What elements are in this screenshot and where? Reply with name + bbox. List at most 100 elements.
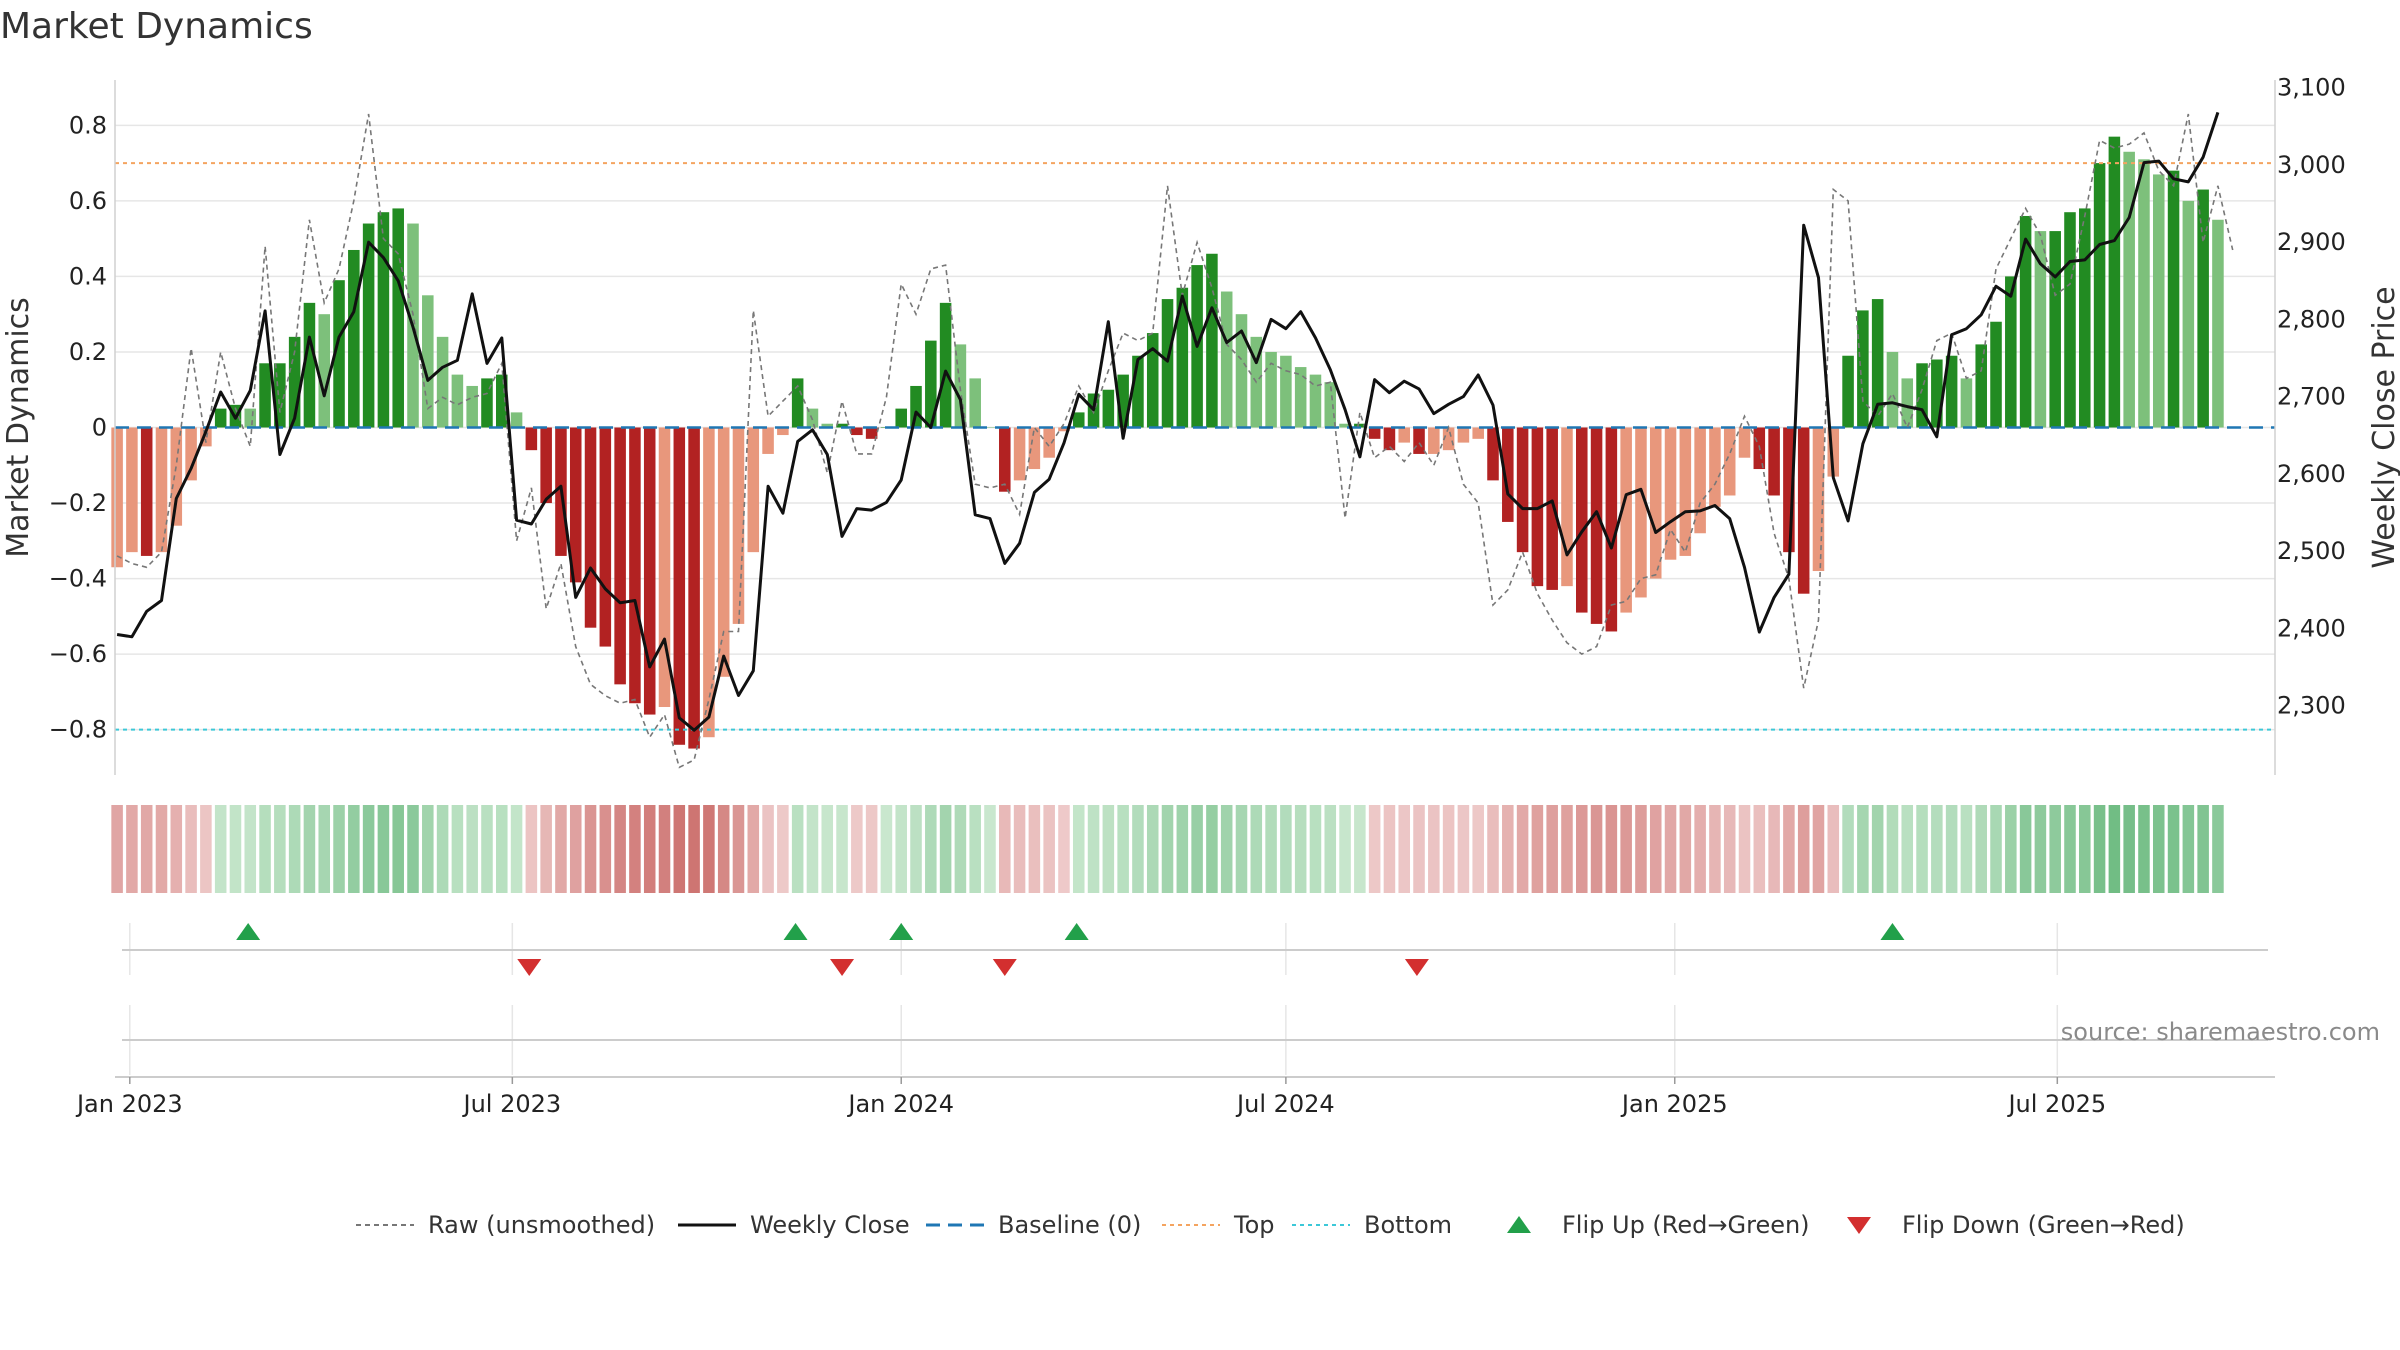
heat-cell <box>1102 805 1115 893</box>
heat-cell <box>673 805 686 893</box>
heat-cell <box>629 805 641 893</box>
dynamics-bar <box>244 408 257 428</box>
dynamics-bar <box>185 427 197 481</box>
heat-cell <box>1635 805 1647 893</box>
heat-cell <box>1043 805 1055 893</box>
dynamics-bar <box>348 249 360 428</box>
dynamics-bar <box>1457 427 1470 443</box>
dynamics-bar <box>1812 427 1825 572</box>
dynamics-bar <box>1368 427 1381 439</box>
heat-cell <box>599 805 612 893</box>
heat-cell <box>392 805 404 893</box>
y-tick-label: 0.6 <box>69 187 107 215</box>
dynamics-bar <box>673 427 686 745</box>
heat-cell <box>436 805 449 893</box>
dynamics-bar <box>1280 355 1292 428</box>
heat-cell <box>170 805 183 893</box>
heat-cell <box>1206 805 1218 893</box>
heat-cell <box>422 805 434 893</box>
heat-cell <box>1768 805 1780 893</box>
y-tick-label: −0.2 <box>49 489 107 517</box>
dynamics-bar <box>1354 423 1366 428</box>
heat-cell <box>1132 805 1144 893</box>
dynamics-bar <box>2034 231 2047 428</box>
heat-cell <box>1561 805 1573 893</box>
heat-cell <box>2108 805 2121 893</box>
heat-cell <box>1857 805 1869 893</box>
heat-cell <box>1531 805 1544 893</box>
dynamics-bar <box>2019 215 2032 428</box>
heat-cell <box>540 805 552 893</box>
dynamics-bar <box>1413 427 1425 454</box>
dynamics-bar <box>1117 374 1129 428</box>
heat-cell <box>851 805 863 893</box>
heat-cell <box>1220 805 1233 893</box>
dynamics-bar <box>836 423 848 428</box>
dynamics-bar <box>2064 212 2076 428</box>
flip-up-marker <box>783 923 808 940</box>
heat-cell <box>1161 805 1174 893</box>
heat-cell <box>2019 805 2032 893</box>
heat-cell <box>939 805 952 893</box>
heat-cell <box>1990 805 2002 893</box>
heat-cell <box>1472 805 1484 893</box>
heat-cell <box>303 805 316 893</box>
heat-cell <box>1383 805 1396 893</box>
dynamics-bar <box>939 302 952 428</box>
legend-item-bottom: Bottom <box>1292 1211 1452 1239</box>
dynamics-bar <box>1886 351 1899 428</box>
dynamics-bar <box>2108 136 2121 428</box>
heat-cell <box>466 805 478 893</box>
dynamics-bar <box>1294 367 1307 428</box>
heat-cell <box>2167 805 2180 893</box>
dynamics-bar <box>2138 159 2150 428</box>
heat-cell <box>1428 805 1440 893</box>
heat-cell <box>1072 805 1085 893</box>
dynamics-bar <box>1768 427 1780 496</box>
heat-cell <box>510 805 523 893</box>
heat-cell <box>2197 805 2209 893</box>
dynamics-bar <box>1694 427 1706 534</box>
heat-cell <box>2093 805 2106 893</box>
flip-down-marker <box>517 959 542 976</box>
heat-cell <box>1723 805 1736 893</box>
dynamics-bar <box>1058 427 1070 432</box>
dynamics-bar <box>200 427 212 447</box>
dynamics-bar <box>362 223 375 428</box>
heat-cell <box>791 805 804 893</box>
dynamics-bar <box>2005 276 2017 428</box>
dynamics-bar <box>658 427 671 708</box>
dynamics-bar <box>1561 427 1573 587</box>
dynamics-bar <box>1679 427 1692 556</box>
heat-cell <box>865 805 878 893</box>
dynamics-bar <box>214 408 227 428</box>
heat-cell <box>1028 805 1041 893</box>
dynamics-bar <box>1072 412 1085 428</box>
heat-cell <box>1827 805 1840 893</box>
dynamics-bar <box>1516 427 1529 553</box>
heat-cell <box>1250 805 1263 893</box>
dynamics-bar <box>1635 427 1647 598</box>
heat-cell <box>1398 805 1411 893</box>
dynamics-bar <box>1428 427 1440 454</box>
dynamics-bar <box>984 427 996 428</box>
y-tick-label: 0.4 <box>69 262 107 290</box>
dynamics-bar <box>451 374 464 428</box>
dynamics-bar <box>865 427 878 439</box>
dynamics-bar <box>2049 231 2061 428</box>
heat-cell <box>2064 805 2076 893</box>
dynamics-bar <box>1531 427 1544 587</box>
legend-item-baseline: Baseline (0) <box>926 1211 1141 1239</box>
heat-cell <box>569 805 582 893</box>
heat-cell <box>1294 805 1307 893</box>
dynamics-bar <box>318 314 331 428</box>
dynamics-bar <box>1975 344 1987 428</box>
dynamics-bar <box>303 302 316 428</box>
heat-cell <box>140 805 153 893</box>
heat-cell <box>1176 805 1189 893</box>
heat-cell <box>836 805 848 893</box>
heat-cell <box>1797 805 1810 893</box>
dynamics-bar <box>496 374 508 428</box>
dynamics-bar <box>510 412 523 428</box>
x-tick-label: Jul 2024 <box>1235 1090 1335 1118</box>
